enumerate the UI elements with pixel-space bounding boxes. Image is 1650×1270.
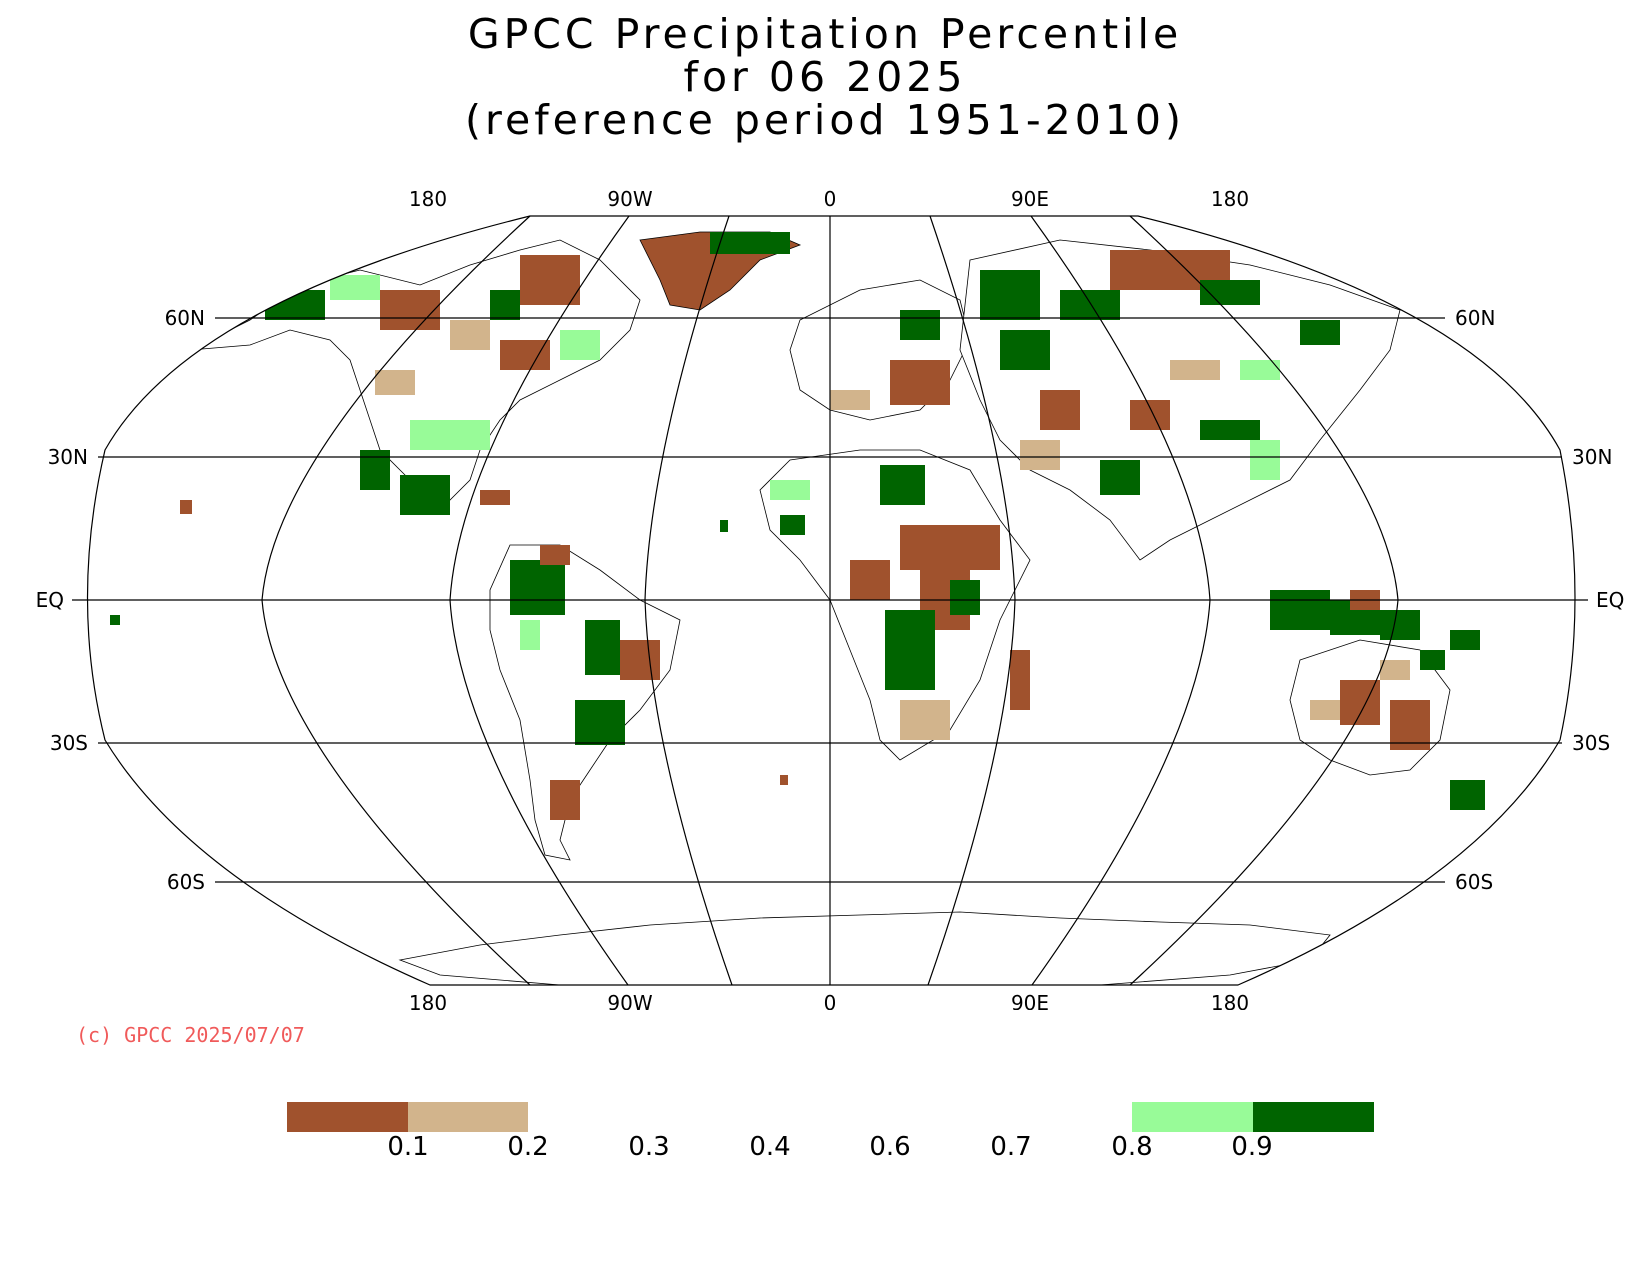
lon-label-top-0: 0 <box>824 187 837 211</box>
lon-label-bottom-90w: 90W <box>607 991 652 1010</box>
legend-tick-0.2: 0.2 <box>507 1132 549 1162</box>
lon-line-90w <box>261 215 531 986</box>
lon-line-90e <box>1129 215 1399 986</box>
legend-swatch-dry <box>408 1102 528 1132</box>
world-map: 180 90W 0 90E 180 180 90W 0 90E 180 60N … <box>36 187 1625 1010</box>
lon-label-bottom-90e: 90E <box>1011 991 1049 1010</box>
lat-label-left-60n: 60N <box>165 306 205 330</box>
lon-label-bottom-180w: 180 <box>409 991 447 1010</box>
legend-swatch-wet <box>1132 1102 1253 1132</box>
lat-label-left-30n: 30N <box>48 445 88 469</box>
title-line-2: for 06 2025 <box>683 53 967 101</box>
lat-label-right-30s: 30S <box>1572 731 1610 755</box>
lat-label-right-30n: 30N <box>1572 445 1612 469</box>
lon-line-60e <box>1030 215 1211 986</box>
lon-label-top-90w: 90W <box>607 187 652 211</box>
legend-swatch-very-dry <box>287 1102 408 1132</box>
lat-label-left-eq: EQ <box>36 588 64 612</box>
map-outline <box>86 215 1576 986</box>
lon-label-bottom-0: 0 <box>824 991 837 1010</box>
axis-labels: 180 90W 0 90E 180 180 90W 0 90E 180 60N … <box>36 187 1625 1010</box>
legend-tick-0.8: 0.8 <box>1111 1132 1153 1162</box>
legend-tick-0.4: 0.4 <box>749 1132 791 1162</box>
graticule <box>72 215 1588 986</box>
lon-line-60w <box>449 215 630 986</box>
title-line-3: (reference period 1951-2010) <box>465 96 1185 144</box>
lon-label-top-180w: 180 <box>409 187 447 211</box>
lon-line-30w <box>644 215 733 986</box>
lat-label-left-30s: 30S <box>50 731 88 755</box>
legend-tick-0.9: 0.9 <box>1231 1132 1273 1162</box>
lat-label-right-60n: 60N <box>1455 306 1495 330</box>
legend-tick-0.1: 0.1 <box>387 1132 429 1162</box>
title-line-1: GPCC Precipitation Percentile <box>467 10 1183 58</box>
legend-tick-0.3: 0.3 <box>628 1132 670 1162</box>
legend-tick-0.6: 0.6 <box>869 1132 911 1162</box>
lon-label-bottom-180e: 180 <box>1211 991 1249 1010</box>
precipitation-field <box>110 231 1485 985</box>
lat-label-left-60s: 60S <box>167 870 205 894</box>
legend-swatch-very-wet <box>1253 1102 1374 1132</box>
lon-label-top-180e: 180 <box>1211 187 1249 211</box>
lon-line-30e <box>927 215 1016 986</box>
lat-label-right-60s: 60S <box>1455 870 1493 894</box>
lat-label-right-eq: EQ <box>1596 588 1624 612</box>
lon-label-top-90e: 90E <box>1011 187 1049 211</box>
copyright-note: (c) GPCC 2025/07/07 <box>76 1023 305 1047</box>
legend-tick-0.7: 0.7 <box>990 1132 1032 1162</box>
